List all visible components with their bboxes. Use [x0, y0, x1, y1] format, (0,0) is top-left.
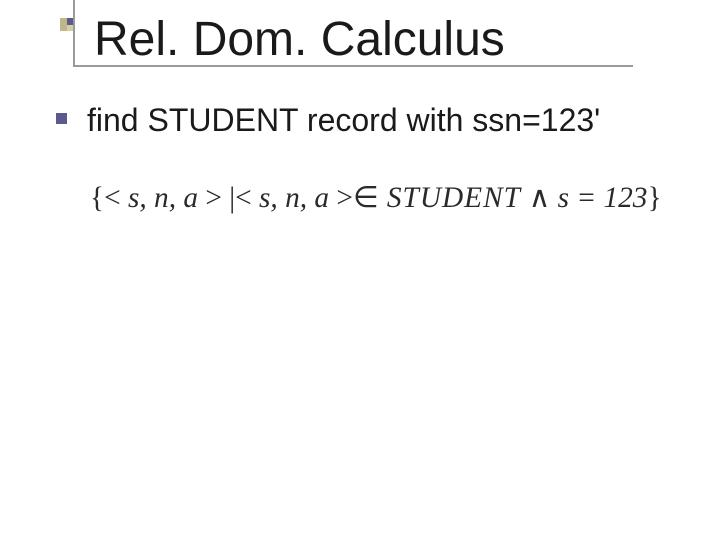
formula-tuple: s, n, a — [252, 182, 337, 214]
bullet-item: find STUDENT record with ssn=123' — [56, 102, 600, 139]
formula-bar: | — [222, 182, 235, 214]
title-vertical-rule — [73, 0, 75, 65]
slide-title: Rel. Dom. Calculus — [94, 12, 505, 67]
formula-tuple: s, n, a — [121, 182, 206, 214]
formula-lt: < — [104, 182, 121, 214]
formula-rbrace: } — [647, 182, 661, 214]
formula-and: ∧ — [529, 182, 550, 214]
accent-squares — [60, 18, 73, 31]
formula-lbrace: { — [90, 182, 104, 214]
formula-eq: s = 123 — [550, 182, 647, 214]
formula: {< s, n, a > |< s, n, a >∈ STUDENT ∧ s =… — [90, 180, 662, 215]
bullet-marker — [56, 113, 67, 124]
formula-in: ∈ — [353, 182, 379, 214]
formula-gt: > — [336, 182, 353, 214]
formula-gt: > — [205, 182, 222, 214]
slide: Rel. Dom. Calculus find STUDENT record w… — [0, 0, 720, 540]
accent-square — [67, 25, 74, 32]
bullet-text: find STUDENT record with ssn=123' — [87, 102, 600, 139]
formula-relation: STUDENT — [379, 182, 529, 214]
formula-lt: < — [235, 182, 252, 214]
